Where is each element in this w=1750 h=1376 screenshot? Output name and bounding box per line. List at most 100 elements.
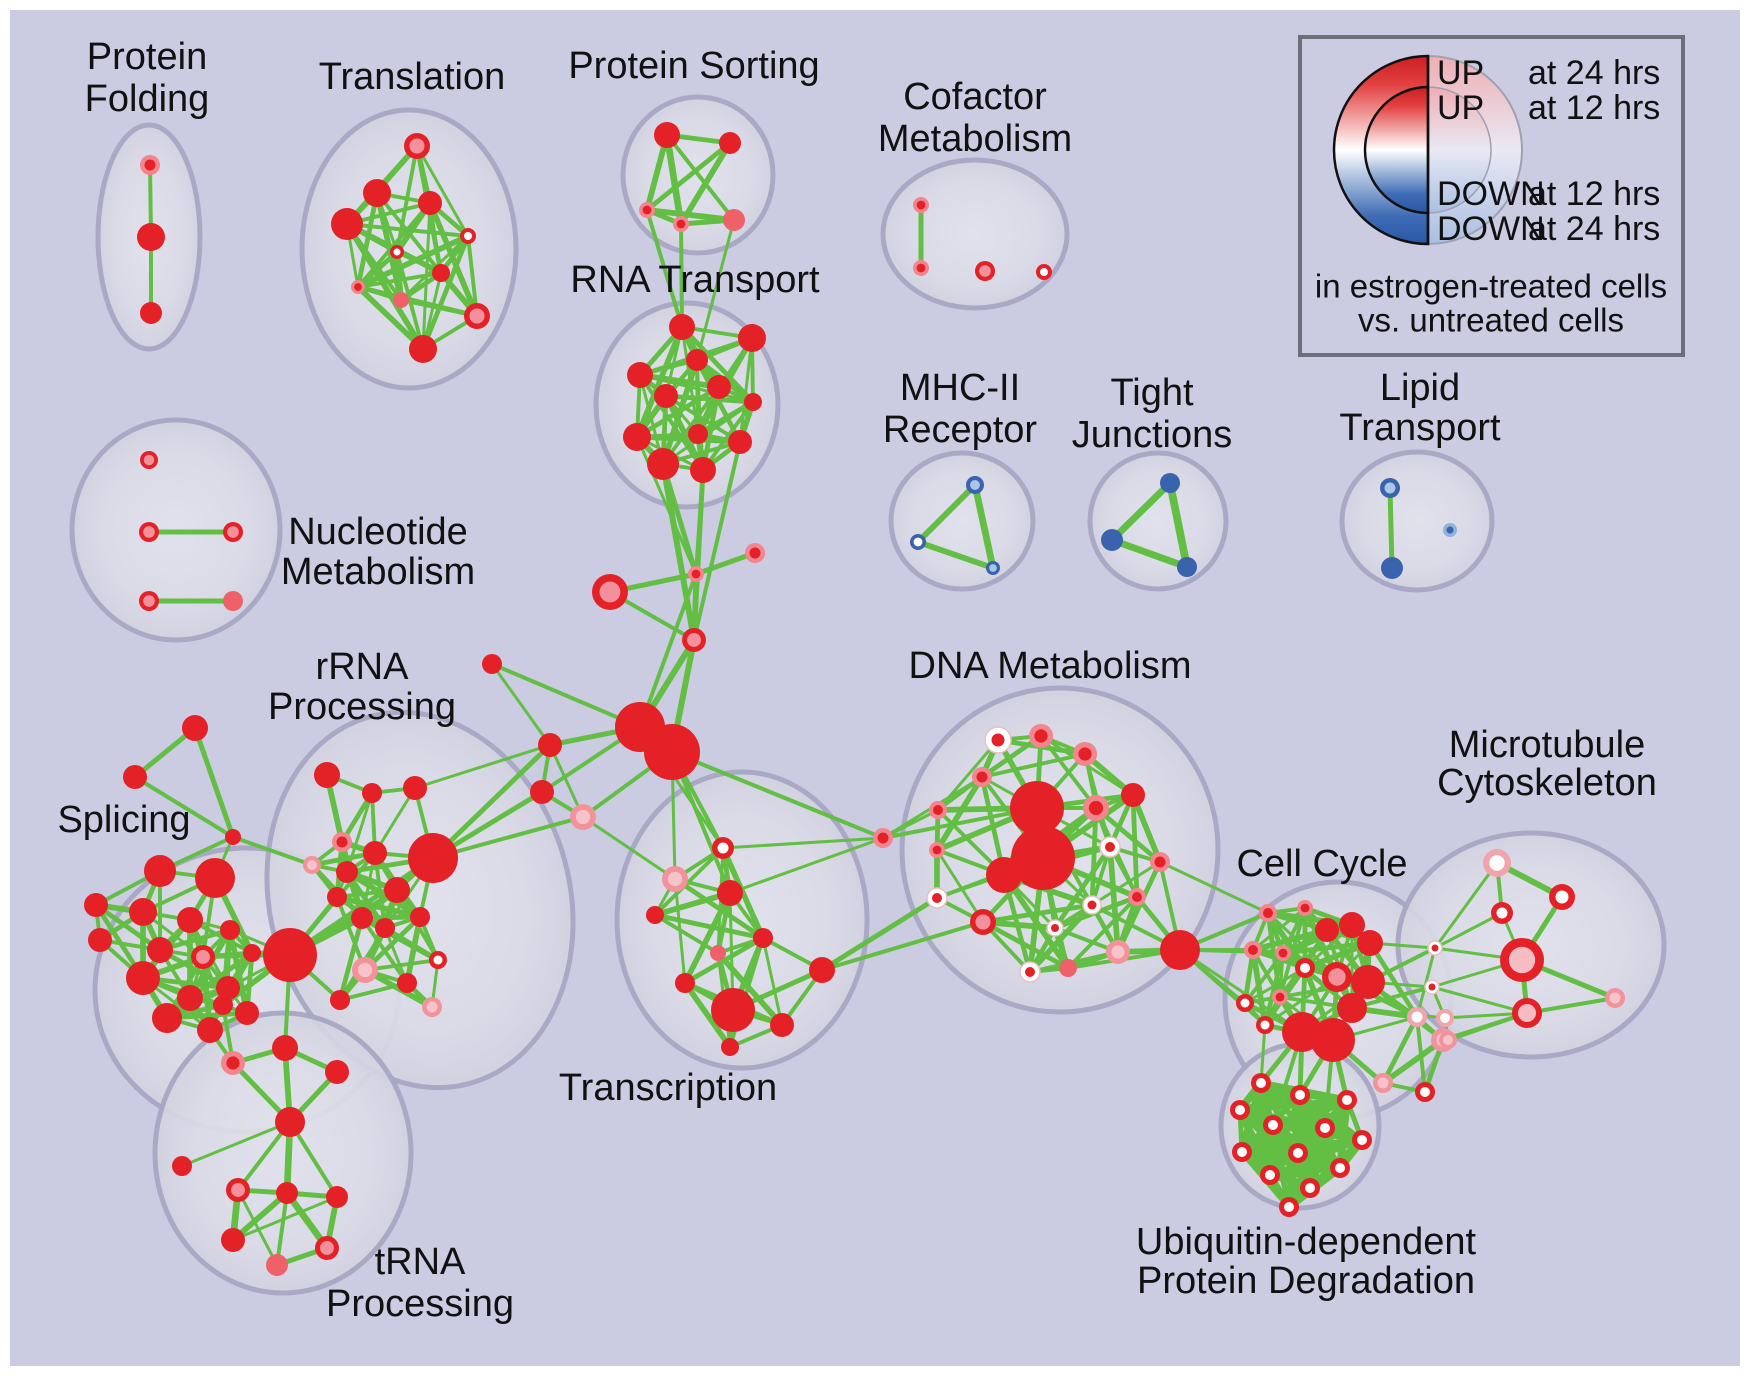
mesh-edge-sp bbox=[373, 786, 417, 855]
node-nu-1 bbox=[139, 522, 159, 542]
mesh-edge-tx bbox=[652, 890, 733, 918]
mesh-edge-sp bbox=[93, 902, 163, 953]
edge-mt bbox=[1433, 911, 1504, 950]
node-ch-9 bbox=[482, 654, 502, 674]
node-ub-11 bbox=[1300, 1178, 1320, 1198]
node-ch-1 bbox=[592, 574, 628, 610]
node-rr-5 bbox=[303, 856, 321, 874]
node-dna-14 bbox=[970, 909, 996, 935]
mesh-edge-tx bbox=[715, 950, 785, 1028]
node-rr-2 bbox=[362, 783, 382, 803]
node-trna-6 bbox=[276, 1182, 298, 1204]
cluster-label-rt-line0: RNA Transport bbox=[570, 259, 820, 301]
node-cc-5 bbox=[1244, 941, 1262, 959]
node-cc-9 bbox=[1351, 965, 1385, 999]
cluster-ellipse-lp bbox=[1339, 449, 1495, 593]
node-tl-5 bbox=[390, 245, 404, 259]
mesh-edge-dna bbox=[1130, 792, 1163, 865]
node-ps-0 bbox=[654, 122, 680, 148]
node-ch-8 bbox=[570, 804, 596, 830]
node-rr-3 bbox=[403, 776, 427, 800]
mesh-edge-tl bbox=[345, 222, 470, 238]
cluster-label-tl-line0: Translation bbox=[319, 56, 506, 98]
node-cc-10 bbox=[1272, 989, 1288, 1005]
node-mt-7 bbox=[1605, 988, 1625, 1008]
node-cf-0 bbox=[913, 197, 929, 213]
node-mt-9 bbox=[1439, 1031, 1457, 1049]
node-rt-11 bbox=[690, 457, 716, 483]
node-tx-3 bbox=[753, 928, 773, 948]
cluster-label-ub-line1: Protein Degradation bbox=[1137, 1260, 1475, 1302]
node-tx-4 bbox=[710, 945, 726, 961]
node-cc-15 bbox=[1337, 993, 1367, 1023]
edge-trna bbox=[231, 1195, 339, 1242]
node-rr-7 bbox=[363, 841, 387, 865]
node-dna-2 bbox=[1073, 742, 1097, 766]
mesh-edge-tj bbox=[1166, 479, 1191, 571]
node-ub-12 bbox=[1279, 1197, 1299, 1217]
node-dna-19 bbox=[1019, 961, 1041, 983]
node-dna-18 bbox=[1106, 940, 1130, 964]
node-rr-17 bbox=[330, 990, 350, 1010]
mesh-edge-tl bbox=[356, 271, 443, 289]
link-ch-rr bbox=[430, 742, 553, 861]
mesh-edge-mhc bbox=[915, 482, 978, 545]
mesh-edge-tl bbox=[344, 221, 426, 352]
legend-direction-1: UP bbox=[1437, 89, 1484, 127]
legend-footnote-1: vs. untreated cells bbox=[1358, 302, 1624, 339]
node-tl-4 bbox=[460, 228, 476, 244]
link-ch-ds bbox=[670, 750, 885, 840]
edge-tri bbox=[133, 775, 235, 839]
node-trna-8 bbox=[221, 1228, 245, 1252]
node-ch-3 bbox=[682, 628, 706, 652]
link-dna-cc bbox=[1158, 860, 1270, 915]
node-rr-19 bbox=[213, 995, 233, 1015]
node-cc-0 bbox=[1259, 904, 1277, 922]
mesh-edge-tl bbox=[415, 144, 470, 238]
node-sp-7 bbox=[191, 945, 215, 969]
node-rt-2 bbox=[627, 362, 653, 388]
node-dna-20 bbox=[1059, 959, 1077, 977]
node-layer bbox=[84, 122, 1625, 1276]
cluster-label-tj-line1: Junctions bbox=[1072, 414, 1233, 456]
cluster-ellipse-tl bbox=[299, 107, 519, 391]
mesh-edge-tl bbox=[355, 190, 380, 290]
node-dna-21 bbox=[1160, 930, 1200, 970]
node-cc-1 bbox=[1297, 900, 1313, 916]
mesh-edge-dna bbox=[1066, 895, 1139, 970]
mesh-edge-dna bbox=[934, 774, 985, 853]
node-dna-13 bbox=[926, 887, 948, 909]
mesh-edge-tj bbox=[1108, 536, 1191, 571]
node-cc-14 bbox=[1311, 1018, 1355, 1062]
node-rr-13 bbox=[410, 907, 430, 927]
node-mt-8 bbox=[1436, 1009, 1454, 1027]
node-sp-9 bbox=[243, 944, 261, 962]
node-ub-10 bbox=[1260, 1165, 1280, 1185]
link-rt-ch bbox=[692, 440, 742, 642]
cluster-label-trna-line1: Processing bbox=[326, 1283, 514, 1325]
node-ch-2 bbox=[745, 543, 765, 563]
node-lp-2 bbox=[1443, 523, 1457, 537]
legend-footnote-0: in estrogen-treated cells bbox=[1315, 268, 1667, 305]
node-ds-1 bbox=[873, 828, 893, 848]
cluster-label-sp-line0: Splicing bbox=[57, 799, 190, 841]
node-sp-2 bbox=[195, 858, 235, 898]
node-tl-9 bbox=[464, 303, 490, 329]
node-trna-7 bbox=[326, 1186, 348, 1208]
link-ps-rt bbox=[679, 222, 684, 329]
legend-direction-2: DOWN bbox=[1437, 175, 1545, 213]
cluster-label-nu-line0: Nucleotide bbox=[288, 511, 468, 553]
node-ub-4 bbox=[1263, 1115, 1283, 1135]
link-cc-mt bbox=[1350, 1006, 1447, 1020]
link-tx-ds bbox=[721, 836, 885, 850]
mesh-edge-dna bbox=[980, 919, 1071, 971]
mesh-edge-dna bbox=[1089, 805, 1099, 908]
node-rt-7 bbox=[623, 423, 651, 451]
node-lp-0 bbox=[1380, 478, 1400, 498]
node-sp-11 bbox=[177, 985, 203, 1011]
node-tx-0 bbox=[712, 837, 734, 859]
node-cc-17 bbox=[1415, 1082, 1435, 1102]
node-dna-3 bbox=[972, 767, 992, 787]
